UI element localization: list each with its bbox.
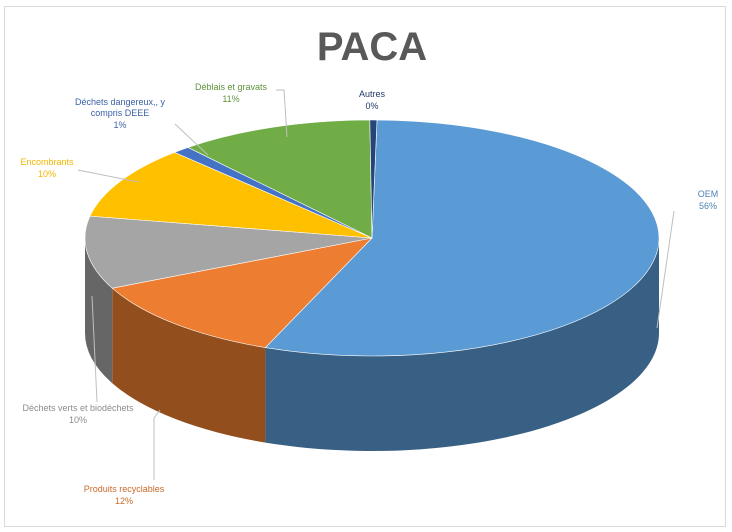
slice-deblais-et-gravats [187,119,373,239]
leader-line-dechets-dangereux-y-compris-deee [174,123,209,156]
slice-value-dechets-dangereux-y-compris-deee: 1% [113,120,126,130]
slice-side-dechets-verts-et-biodechets [85,238,113,384]
chart-title: PACA [317,25,427,69]
slice-labels: OEM 56% Produits recyclables 12% Déchets ver… [20,82,718,506]
leader-line-dechets-verts-et-biodechets [91,295,98,403]
slice-value-autres: 0% [365,101,378,111]
slice-produits-recyclables [111,237,373,348]
chart-frame [4,6,726,527]
slice-label-dechets-verts-et-biodechets: Déchets verts et biodéchets [22,403,134,413]
slice-value-encombrants: 10% [38,169,56,179]
leader-line-deblais-et-gravats [276,89,288,138]
slice-label-dechets-dangereux-y-compris-deee: Déchets dangereux,, y compris DEEE [75,97,166,118]
pie-sides [85,238,659,451]
slice-label-deblais-et-gravats: Déblais et gravats [195,82,268,92]
leader-line-produits-recyclables [153,409,161,480]
slice-encombrants [89,152,373,239]
slice-value-produits-recyclables: 12% [115,496,133,506]
slice-value-dechets-verts-et-biodechets: 10% [69,415,87,425]
slice-label-encombrants: Encombrants [20,157,74,167]
slice-dechets-verts-et-biodechets [84,215,373,289]
leader-lines [77,89,675,480]
slice-autres [369,119,378,239]
pie-tops [84,119,660,357]
slice-value-oem: 56% [699,201,717,211]
slice-label-autres: Autres [359,89,386,99]
slice-oem [264,119,660,357]
leader-line-oem [656,210,675,329]
slice-side-produits-recyclables [112,288,266,443]
slice-label-oem: OEM [698,189,719,199]
slice-value-deblais-et-gravats: 11% [222,94,239,104]
slice-label-produits-recyclables: Produits recyclables [84,484,165,494]
leader-line-encombrants [77,169,139,183]
slice-side-oem [265,238,659,451]
